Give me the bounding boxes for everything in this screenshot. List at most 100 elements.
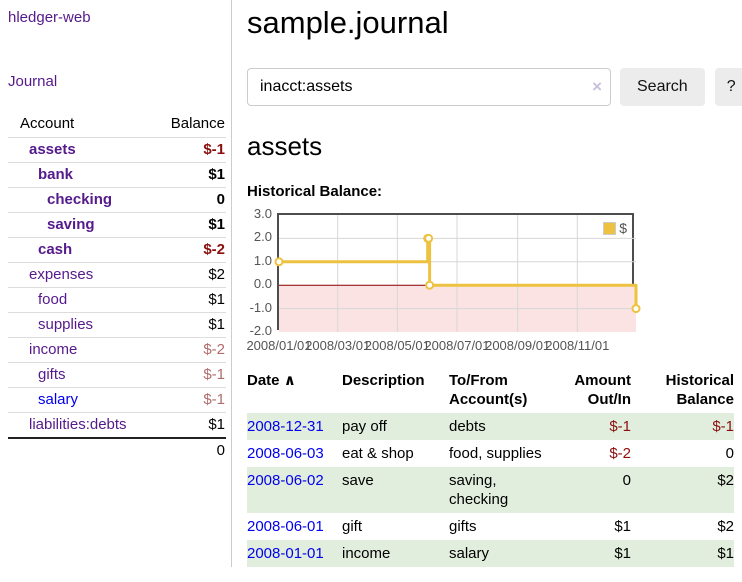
sort-asc-icon: ∧: [283, 372, 296, 389]
account-row: checking 0: [8, 187, 226, 213]
transaction-balance: $-1: [712, 418, 734, 435]
account-row: assets $-1: [8, 137, 226, 163]
account-row: saving $1: [8, 212, 226, 238]
account-balance: $1: [147, 312, 226, 338]
transaction-amount: 0: [622, 472, 631, 489]
account-link-income[interactable]: income: [29, 341, 78, 358]
register-col-accounts: To/From Account(s): [449, 372, 528, 408]
x-axis-tick-label: 2008/09/01: [485, 338, 551, 353]
account-link-bank[interactable]: bank: [38, 166, 74, 183]
sidebar-item-journal[interactable]: Journal: [8, 73, 58, 90]
transaction-amount: $-1: [609, 418, 631, 435]
accounts-col-balance: Balance: [170, 115, 225, 132]
accounts-total-row: 0: [8, 437, 226, 463]
y-axis-tick-label: -2.0: [249, 323, 272, 338]
account-link-assets[interactable]: assets: [29, 141, 76, 158]
transaction-description: eat & shop: [342, 445, 414, 462]
transaction-date-link[interactable]: 2008-06-02: [247, 472, 324, 489]
transaction-balance: $2: [717, 472, 734, 489]
transaction-description: pay off: [342, 418, 387, 435]
account-balance: $1: [147, 162, 226, 188]
accounts-col-account: Account: [20, 115, 75, 132]
register-col-balance: Historical Balance: [665, 372, 734, 408]
account-balance: $-1: [147, 362, 226, 388]
y-axis-tick-label: 0.0: [253, 276, 272, 292]
transaction-row: 2008-06-03 eat & shop food, supplies $-2 0: [247, 440, 734, 467]
search-input[interactable]: [247, 68, 611, 106]
transaction-date-link[interactable]: 2008-01-01: [247, 545, 324, 562]
account-balance: $-2: [147, 237, 226, 263]
app-brand-link[interactable]: hledger-web: [8, 9, 91, 26]
transaction-accounts: saving, checking: [449, 472, 509, 508]
transaction-description: save: [342, 472, 374, 489]
transaction-balance: $1: [717, 545, 734, 562]
account-link-cash[interactable]: cash: [38, 241, 73, 258]
account-link-expenses[interactable]: expenses: [29, 266, 94, 283]
account-link-gifts[interactable]: gifts: [38, 366, 66, 383]
account-balance: $1: [147, 212, 226, 238]
sidebar: hledger-web Journal Account Balance asse…: [0, 0, 232, 567]
x-axis-tick-label: 2008/03/01: [305, 338, 371, 353]
account-row: bank $1: [8, 162, 226, 188]
page-title: sample.journal: [247, 5, 449, 40]
transaction-row: 2008-12-31 pay off debts $-1 $-1: [247, 413, 734, 440]
transaction-accounts: salary: [449, 545, 490, 562]
clear-search-icon[interactable]: ×: [592, 77, 602, 96]
account-row: food $1: [8, 287, 226, 313]
register-col-date[interactable]: Date ∧: [247, 372, 296, 389]
account-link-food[interactable]: food: [38, 291, 68, 308]
account-row: liabilities:debts $1: [8, 412, 226, 438]
page: hledger-web Journal Account Balance asse…: [0, 0, 742, 567]
transaction-amount: $1: [614, 518, 631, 535]
transaction-accounts: debts: [449, 418, 486, 435]
chart-section-label: Historical Balance:: [247, 183, 383, 200]
transaction-row: 2008-06-02 save saving, checking 0 $2: [247, 467, 734, 513]
account-balance: $1: [147, 412, 226, 438]
legend-series-label: $: [619, 220, 627, 236]
transaction-description: gift: [342, 518, 363, 535]
account-balance: $-2: [147, 337, 226, 363]
transaction-date-link[interactable]: 2008-06-03: [247, 445, 324, 462]
account-row: income $-2: [8, 337, 226, 363]
accounts-total-balance: 0: [147, 437, 226, 463]
account-row: salary $-1: [8, 387, 226, 413]
transaction-accounts: food, supplies: [449, 445, 542, 462]
accounts-header-row: Account Balance: [8, 111, 226, 138]
account-heading: assets: [247, 131, 323, 161]
transaction-accounts: gifts: [449, 518, 477, 535]
transaction-description: income: [342, 545, 391, 562]
account-link-checking[interactable]: checking: [47, 191, 113, 208]
chart-plot-area: [274, 215, 641, 332]
transaction-date-link[interactable]: 2008-06-01: [247, 518, 324, 535]
register-header-row: Date ∧ Description To/From Account(s) Am…: [247, 369, 734, 413]
transaction-row: 2008-06-01 gift gifts $1 $2: [247, 513, 734, 540]
help-button[interactable]: ?: [714, 68, 742, 106]
y-axis-tick-label: -1.0: [249, 299, 272, 315]
account-link-liabilities-debts[interactable]: liabilities:debts: [29, 416, 127, 433]
x-axis-tick-label: 2008/07/01: [424, 338, 490, 353]
x-axis-tick-label: 2008/05/01: [364, 338, 430, 353]
x-axis-tick-label: 2008/01/01: [246, 338, 312, 353]
accounts-table: Account Balance assets $-1 bank $1 checking 0…: [8, 111, 226, 463]
account-link-supplies[interactable]: supplies: [38, 316, 94, 333]
account-row: gifts $-1: [8, 362, 226, 388]
account-row: expenses $2: [8, 262, 226, 288]
account-link-saving[interactable]: saving: [47, 216, 95, 233]
search-button[interactable]: Search: [620, 68, 705, 106]
account-link-salary[interactable]: salary: [38, 391, 79, 408]
account-balance: 0: [147, 187, 226, 213]
register-col-amount: Amount Out/In: [574, 372, 631, 408]
x-axis-tick-label: 2008/11/01: [545, 338, 610, 353]
y-axis-tick-label: 3.0: [253, 206, 272, 221]
account-balance: $1: [147, 287, 226, 313]
transaction-date-link[interactable]: 2008-12-31: [247, 418, 324, 435]
transaction-amount: $-2: [609, 445, 631, 462]
transaction-balance: $2: [717, 518, 734, 535]
account-balance: $-1: [147, 387, 226, 413]
account-row: supplies $1: [8, 312, 226, 338]
historical-balance-chart: $ 3.0 2.0 1.0 0.0 -1.0 -2.0 2008/01/01 2008/03/…: [246, 206, 641, 353]
search-box: ×: [247, 68, 611, 106]
account-row: cash $-2: [8, 237, 226, 263]
legend-colorbox-icon: [603, 221, 617, 235]
transaction-amount: $1: [614, 545, 631, 562]
